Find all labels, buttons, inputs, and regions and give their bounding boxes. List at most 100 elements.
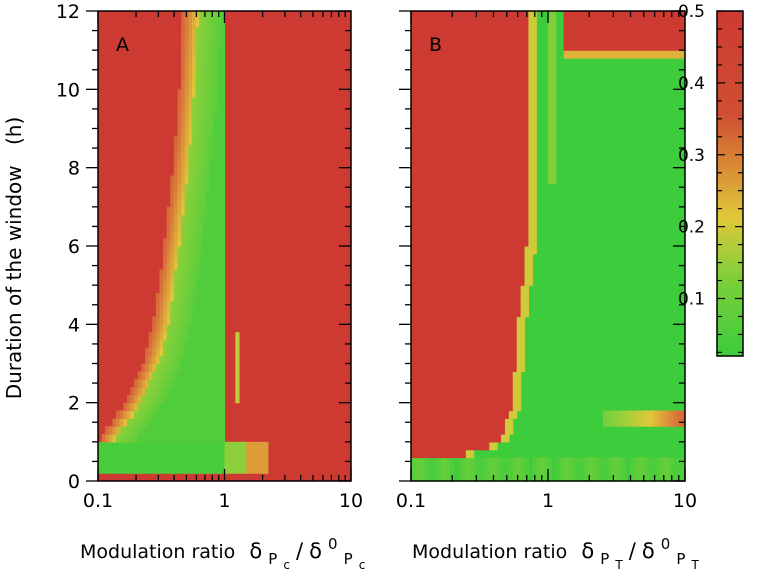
heatmap-b-cell — [481, 191, 486, 200]
heatmap-a-cell — [264, 449, 269, 459]
heatmap-b-cell — [434, 183, 439, 192]
heatmap-b-cell — [465, 175, 471, 184]
heatmap-b-cell — [446, 81, 451, 90]
heatmap-b-cell — [512, 18, 518, 28]
heatmap-b-cell — [411, 465, 416, 474]
heatmap-b-cell — [446, 473, 451, 482]
heatmap-b-cell — [512, 355, 518, 365]
heatmap-b-cell — [426, 97, 432, 106]
heatmap-b-cell — [461, 332, 467, 341]
heatmap-b-cell — [469, 11, 475, 20]
heatmap-b-cell — [477, 277, 483, 286]
heatmap-b-cell — [477, 261, 483, 271]
heatmap-b-cell — [461, 50, 467, 59]
heatmap-a-cell — [144, 441, 150, 451]
heatmap-b-cell — [477, 253, 483, 263]
heatmap-a-cell — [184, 387, 189, 396]
heatmap-a-cell — [217, 159, 222, 169]
heatmap-b-cell — [411, 34, 416, 43]
heatmap-a-cell — [217, 206, 222, 216]
heatmap-b-cell — [501, 293, 506, 302]
heatmap-b-cell — [508, 261, 514, 271]
heatmap-b-cell — [512, 128, 518, 137]
heatmap-b-cell — [520, 58, 526, 67]
heatmap-a-cell — [220, 441, 226, 451]
heatmap-a-cell — [220, 11, 226, 20]
heatmap-b-cell — [442, 316, 447, 325]
heatmap-b-cell — [489, 426, 494, 435]
heatmap-a-cell — [235, 340, 240, 349]
heatmap-a-cell — [202, 152, 208, 161]
heatmap-b-cell — [485, 230, 490, 239]
heatmap-a-cell — [163, 253, 168, 263]
heatmap-b-cell — [430, 473, 436, 482]
heatmap-a-cell — [119, 410, 124, 419]
heatmap-a-cell — [242, 465, 247, 474]
heatmap-a-cell — [210, 34, 215, 43]
y-tick-label: 4 — [68, 314, 80, 336]
heatmap-a-cell — [188, 73, 193, 83]
heatmap-b-cell — [442, 277, 447, 286]
heatmap-b-cell — [422, 347, 428, 357]
heatmap-b-cell — [598, 42, 604, 51]
heatmap-a-cell — [173, 434, 179, 443]
heatmap-b-cell — [446, 246, 451, 255]
heatmap-b-cell — [465, 152, 471, 161]
heatmap-b-cell — [575, 50, 580, 59]
heatmap-b-cell — [473, 112, 479, 122]
heatmap-b-cell — [434, 426, 439, 435]
heatmap-a-cell — [253, 449, 258, 459]
heatmap-b-cell — [411, 418, 416, 427]
heatmap-b-cell — [520, 136, 526, 145]
heatmap-a-cell — [166, 222, 171, 231]
heatmap-a-cell — [188, 42, 193, 51]
heatmap-b-cell — [567, 42, 573, 51]
heatmap-a-cell — [195, 238, 200, 247]
heatmap-a-cell — [191, 89, 197, 98]
heatmap-b-cell — [430, 50, 436, 59]
heatmap-b-cell — [438, 34, 443, 43]
heatmap-b-cell — [438, 97, 443, 106]
colorbar-tick-label: 0.4 — [678, 74, 705, 94]
heatmap-a-cell — [191, 253, 197, 263]
heatmap-b-cell — [567, 11, 573, 20]
heatmap-b-cell — [418, 73, 424, 83]
heatmap-b-cell — [501, 89, 506, 98]
heatmap-b-cell — [524, 269, 530, 278]
heatmap-a-cell — [213, 418, 218, 427]
heatmap-b-cell — [457, 387, 463, 396]
heatmap-b-cell — [446, 175, 451, 184]
heatmap-b-cell — [457, 175, 463, 184]
heatmap-b-cell — [493, 434, 498, 443]
heatmap-b-cell — [477, 58, 483, 67]
heatmap-b-cell — [438, 128, 443, 137]
heatmap-b-cell — [508, 269, 514, 278]
heatmap-a-cell — [181, 18, 186, 28]
heatmap-b-cell — [504, 73, 510, 83]
heatmap-b-cell — [422, 457, 428, 466]
heatmap-b-cell — [520, 89, 526, 98]
heatmap-b-cell — [469, 58, 475, 67]
heatmap-a-cell — [130, 457, 135, 466]
heatmap-b-cell — [465, 426, 471, 435]
heatmap-b-cell — [606, 418, 612, 427]
x-axis-a-sub: P — [268, 550, 277, 568]
heatmap-b-cell — [520, 261, 526, 271]
heatmap-b-cell — [516, 371, 522, 380]
heatmap-b-cell — [477, 293, 483, 302]
heatmap-b-cell — [508, 246, 514, 255]
heatmap-a-cell — [155, 410, 161, 419]
heatmap-b-cell — [418, 418, 424, 427]
heatmap-b-cell — [485, 18, 490, 28]
heatmap-b-cell — [532, 73, 537, 83]
heatmap-b-cell — [641, 410, 647, 419]
heatmap-b-cell — [418, 269, 424, 278]
heatmap-b-cell — [411, 183, 416, 192]
heatmap-a-cell — [195, 246, 200, 255]
heatmap-b-cell — [485, 73, 490, 83]
heatmap-b-cell — [477, 136, 483, 145]
heatmap-a-cell — [184, 300, 189, 310]
heatmap-a-cell — [224, 449, 229, 459]
heatmap-b-cell — [512, 206, 518, 216]
heatmap-b-cell — [469, 426, 475, 435]
